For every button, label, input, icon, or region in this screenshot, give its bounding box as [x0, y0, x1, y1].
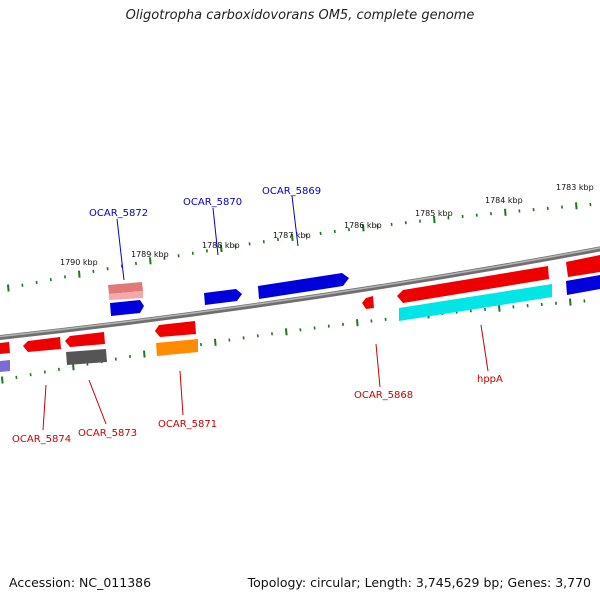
scale-label-1787: 1787 kbp: [273, 231, 311, 240]
accession-text: Accession: NC_011386: [9, 575, 151, 590]
scale-label-1785: 1785 kbp: [415, 209, 453, 218]
lower-major-tick: [144, 351, 145, 358]
lower-major-tick: [570, 299, 571, 306]
gene-ocar-5871-orange[interactable]: [156, 339, 198, 356]
scale-label-1790: 1790 kbp: [60, 258, 98, 267]
scale-label-1786: 1786 kbp: [344, 221, 382, 230]
gene-label-ocar-5869[interactable]: OCAR_5869: [262, 186, 321, 197]
gene-forward-blue-edge[interactable]: [566, 275, 600, 295]
map-title: Oligotropha carboxidovorans OM5, complet…: [0, 8, 600, 23]
leader-ocar-5871: [180, 371, 183, 415]
gene-ocar-5871[interactable]: [155, 321, 196, 337]
gene-label-ocar-5868[interactable]: OCAR_5868: [354, 390, 413, 401]
upper-major-tick: [8, 285, 9, 292]
gene-label-ocar-5873[interactable]: OCAR_5873: [78, 428, 137, 439]
gene-ocar-5870[interactable]: [204, 289, 242, 305]
gene-label-ocar-5871[interactable]: OCAR_5871: [158, 419, 217, 430]
upper-major-tick: [576, 202, 577, 209]
gene-ocar-5873[interactable]: [65, 332, 105, 347]
upper-major-tick: [79, 271, 80, 278]
scale-label-1783: 1783 kbp: [556, 183, 594, 192]
gene-label-ocar-5874[interactable]: OCAR_5874: [12, 434, 71, 445]
upper-major-tick: [505, 209, 506, 216]
reverse-genes: [0, 266, 552, 372]
gene-ocar-5872[interactable]: [110, 300, 144, 316]
scale-label-1788: 1788 kbp: [202, 241, 240, 250]
lower-major-tick: [2, 377, 3, 384]
gene-label-ocar-5872[interactable]: OCAR_5872: [89, 208, 148, 219]
gene-label-hppa[interactable]: hppA: [477, 374, 503, 385]
leader-ocar-5874: [43, 385, 46, 430]
scale-label-1784: 1784 kbp: [485, 196, 523, 205]
lower-major-tick: [215, 339, 216, 346]
lower-major-tick: [357, 319, 358, 326]
gene-forward-small[interactable]: [566, 255, 600, 277]
lower-major-tick: [286, 328, 287, 335]
lower-major-tick: [499, 305, 500, 312]
leader-ocar-5873: [89, 380, 106, 424]
leader-hppa: [481, 325, 488, 371]
genome-summary-text: Topology: circular; Length: 3,745,629 bp…: [248, 575, 591, 590]
gene-ocar-5874-edge[interactable]: [0, 342, 10, 354]
scale-label-1789: 1789 kbp: [131, 250, 169, 259]
leader-ocar-5868: [376, 344, 380, 387]
leader-ocar-5872: [117, 219, 124, 280]
gene-ocar-5873-gray[interactable]: [66, 349, 107, 365]
gene-ocar-5874-edge-purple[interactable]: [0, 360, 10, 372]
gene-ocar-5868[interactable]: [362, 296, 374, 309]
gene-label-ocar-5870[interactable]: OCAR_5870: [183, 197, 242, 208]
gene-ocar-5874[interactable]: [23, 337, 61, 352]
